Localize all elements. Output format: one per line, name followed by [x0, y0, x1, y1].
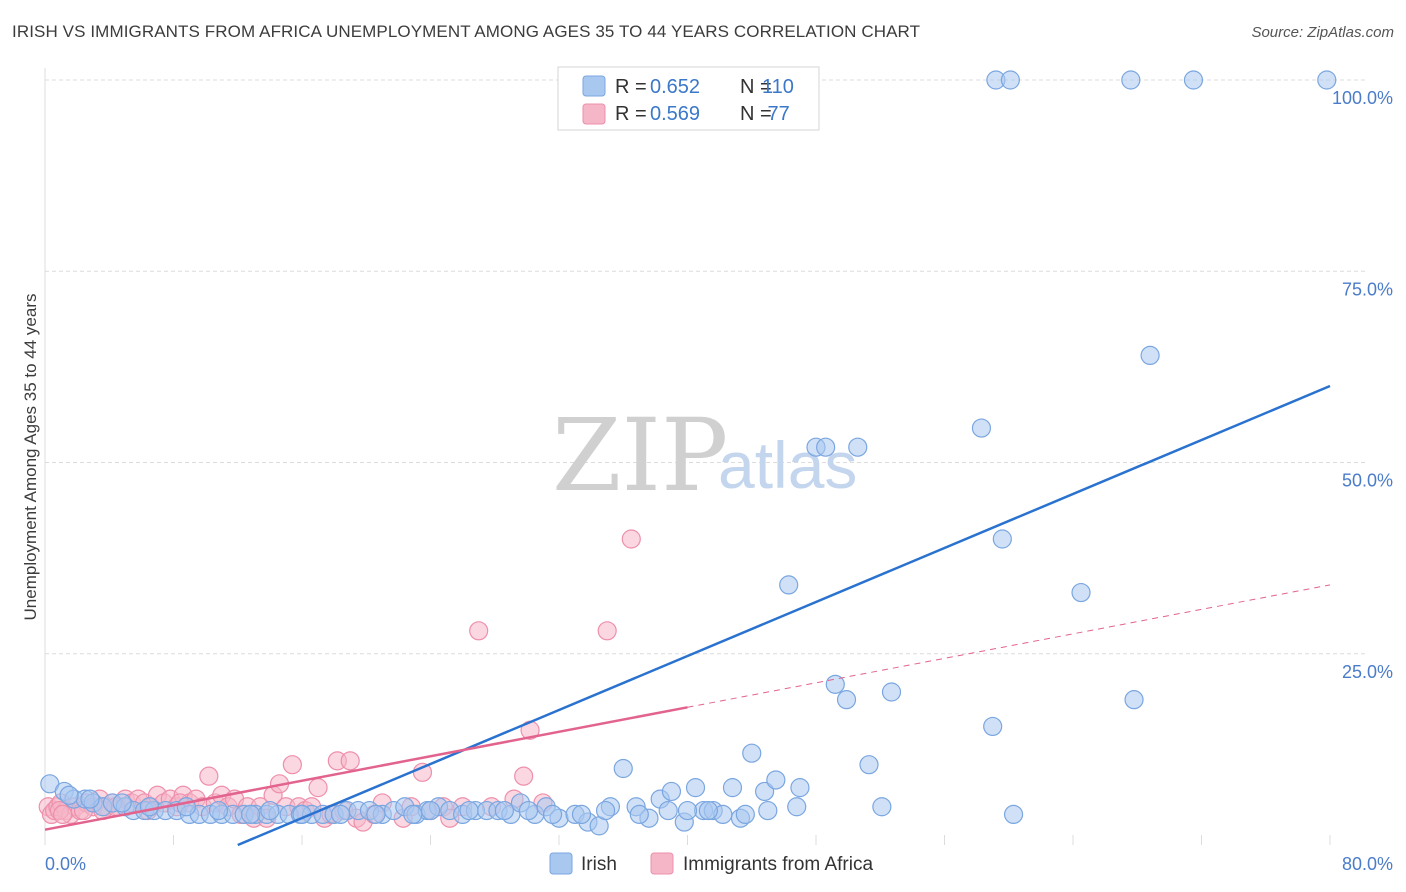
source-label: Source: ZipAtlas.com	[1251, 24, 1394, 41]
watermark: ZIP atlas	[552, 397, 857, 514]
x-tick-labels: 0.0% 80.0%	[45, 854, 1393, 874]
x-tick-label: 0.0%	[45, 854, 86, 874]
africa-trend-line	[44, 706, 688, 831]
africa-point	[469, 621, 489, 641]
trend-lines	[44, 384, 1331, 847]
irish-point	[1140, 345, 1160, 365]
legend-r-label-africa: R =	[615, 103, 647, 125]
africa-point	[53, 804, 73, 825]
bottom-legend-swatch-irish	[549, 852, 573, 875]
bottom-legend-swatch-africa	[650, 852, 674, 875]
africa-point	[282, 755, 302, 775]
x-tick-label: 80.0%	[1342, 854, 1393, 874]
africa-point	[621, 529, 641, 549]
y-tick-label: 50.0%	[1342, 471, 1393, 491]
africa-point	[514, 766, 534, 786]
irish-point	[1000, 70, 1020, 90]
irish-point	[139, 797, 160, 817]
irish-point	[766, 770, 786, 790]
irish-point	[722, 778, 743, 798]
y-tick-label: 100.0%	[1332, 88, 1393, 108]
legend-n-label-irish: N =	[740, 76, 772, 98]
y-tick-labels: 25.0% 50.0% 75.0% 100.0%	[1332, 88, 1393, 682]
legend-r-value-irish: 0.652	[650, 76, 700, 98]
irish-point	[260, 800, 280, 821]
irish-point	[1183, 70, 1204, 90]
y-tick-label: 25.0%	[1342, 662, 1393, 682]
irish-point	[758, 800, 778, 821]
irish-point	[735, 804, 755, 825]
series-legend: Irish Immigrants from Africa	[549, 852, 873, 875]
irish-points	[40, 70, 1337, 836]
irish-point	[816, 437, 836, 457]
legend-n-value-africa: 77	[762, 103, 790, 125]
legend-r-label-irish: R =	[615, 76, 647, 98]
irish-point	[208, 800, 229, 821]
irish-point	[848, 437, 868, 457]
irish-point	[595, 800, 616, 821]
irish-point	[787, 797, 807, 817]
legend-n-value-irish: 110	[762, 76, 794, 98]
irish-point	[779, 575, 799, 595]
irish-point	[571, 804, 592, 825]
africa-point	[340, 751, 360, 771]
irish-point	[836, 690, 857, 710]
irish-point	[59, 785, 79, 805]
irish-point	[112, 793, 132, 813]
irish-point	[1124, 690, 1144, 710]
irish-point	[661, 781, 682, 802]
y-axis-label: Unemployment Among Ages 35 to 44 years	[21, 294, 40, 621]
irish-point	[1071, 582, 1091, 603]
irish-point	[881, 682, 902, 702]
bottom-legend-label-irish: Irish	[581, 854, 617, 875]
irish-point	[1003, 804, 1024, 825]
irish-point	[366, 804, 386, 825]
irish-point	[518, 800, 539, 821]
irish-point	[241, 804, 261, 825]
africa-trend-extension	[687, 584, 1331, 708]
bottom-legend-label-africa: Immigrants from Africa	[683, 854, 873, 875]
africa-point	[199, 766, 219, 786]
legend-n-label-africa: N =	[740, 103, 772, 125]
irish-trend-line	[237, 384, 1331, 847]
legend-swatch-africa	[582, 103, 606, 125]
stats-legend: R = 0.652 N = 110 R = 0.569 N = 77	[557, 66, 820, 131]
irish-point	[1317, 70, 1337, 90]
irish-point	[459, 800, 479, 821]
irish-point	[542, 804, 563, 825]
irish-point	[330, 804, 351, 825]
irish-point	[685, 778, 706, 798]
irish-point	[677, 800, 698, 821]
irish-point	[403, 804, 423, 825]
africa-point	[597, 621, 617, 641]
irish-point	[420, 800, 441, 821]
chart-title: IRISH VS IMMIGRANTS FROM AFRICA UNEMPLOY…	[12, 22, 921, 41]
irish-point	[742, 743, 762, 763]
irish-point	[80, 789, 100, 809]
irish-point	[1121, 70, 1141, 90]
africa-points	[38, 529, 641, 832]
irish-point	[971, 418, 992, 438]
irish-point	[698, 800, 718, 821]
irish-point	[983, 716, 1003, 737]
irish-point	[754, 781, 775, 802]
irish-point	[613, 758, 633, 779]
irish-point	[629, 804, 649, 825]
irish-point	[790, 778, 810, 798]
africa-point	[308, 778, 328, 798]
watermark-atlas: atlas	[718, 428, 857, 502]
legend-swatch-irish	[582, 75, 606, 97]
irish-point	[872, 797, 892, 817]
watermark-zip: ZIP	[552, 397, 728, 514]
irish-point	[494, 800, 514, 821]
irish-point	[859, 755, 879, 775]
irish-point	[658, 800, 678, 821]
legend-r-value-africa: 0.569	[650, 103, 700, 125]
irish-point	[992, 529, 1012, 549]
y-tick-label: 75.0%	[1342, 279, 1393, 299]
